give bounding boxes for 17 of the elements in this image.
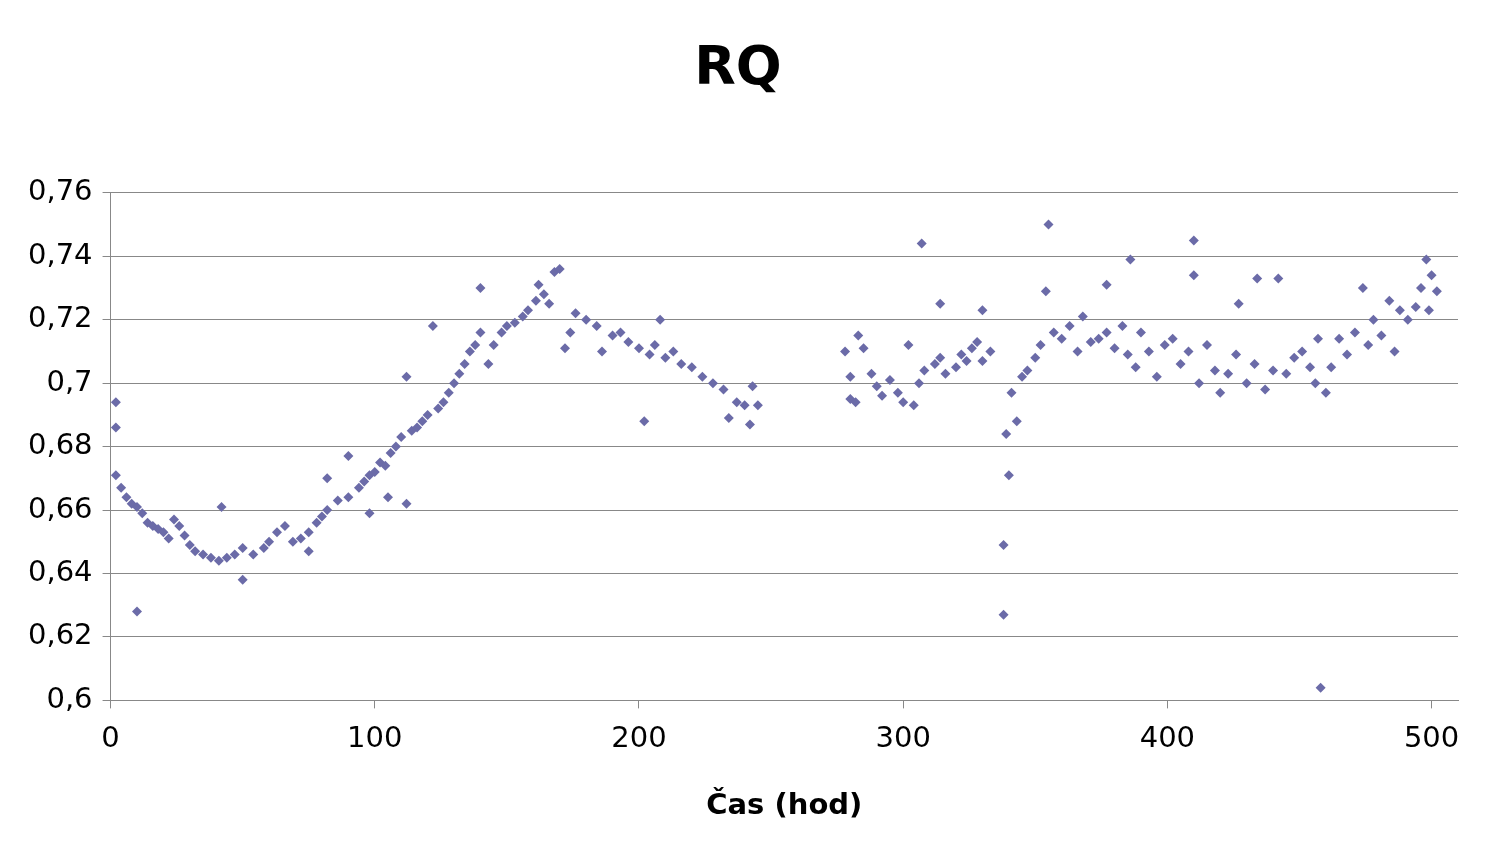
x-tick-label: 300 [875, 720, 931, 755]
x-tick-label: 400 [1139, 720, 1196, 755]
chart-title: RQ [694, 34, 782, 98]
y-tick-label: 0,64 [27, 554, 93, 589]
x-tick-label: 200 [611, 720, 667, 755]
x-tick-label: 500 [1403, 720, 1460, 755]
y-tick-label: 0,74 [27, 236, 93, 271]
x-tick-label: 100 [347, 720, 403, 755]
y-tick-label: 0,76 [27, 173, 93, 208]
y-tick-label: 0,68 [27, 427, 93, 462]
x-axis-title: Čas (hod) [706, 787, 863, 822]
y-tick-label: 0,66 [27, 490, 93, 525]
y-tick-label: 0,6 [46, 680, 93, 715]
x-tick-label: 0 [101, 720, 120, 755]
y-tick-label: 0,62 [27, 617, 93, 652]
y-tick-label: 0,72 [27, 300, 93, 335]
y-tick-label: 0,7 [46, 363, 93, 398]
